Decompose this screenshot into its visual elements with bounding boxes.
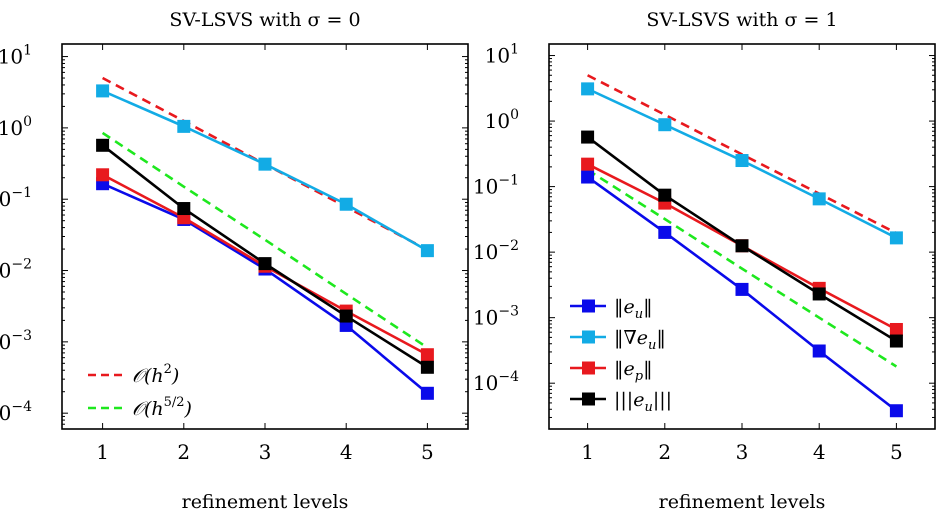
series-6-point-3 <box>735 239 749 253</box>
legend-label-3: ‖ep‖ <box>614 358 653 384</box>
series-6-point-1 <box>581 130 595 144</box>
series-4-point-3 <box>258 157 272 171</box>
series-6-point-3 <box>258 257 272 271</box>
series-5-point-5 <box>420 348 434 362</box>
chart-1: SV-LSVS with σ = 0 1 2 3 4 5 101 100 10−1 10−2 10−… <box>0 9 469 513</box>
series-4-point-1 <box>96 84 110 98</box>
series-4-point-2 <box>658 118 672 132</box>
legend-label-1: 𝒪(h2) <box>132 362 179 387</box>
y-tick-label: 10−1 <box>0 185 32 211</box>
legend-marker-2 <box>582 330 595 344</box>
series-4-point-3 <box>735 154 749 168</box>
plot-frame <box>61 43 469 430</box>
x-tick-label: 1 <box>96 440 109 464</box>
y-tick-label: 100 <box>485 107 519 133</box>
series-6-point-4 <box>812 287 826 301</box>
series-6-point-2 <box>177 202 191 216</box>
series-3-point-1 <box>581 170 595 184</box>
series-4-point-5 <box>420 244 434 258</box>
y-tick-label: 10−3 <box>0 328 32 354</box>
series-line-2 <box>101 131 429 349</box>
x-axis-label: refinement levels <box>659 491 826 513</box>
series-4-point-2 <box>177 119 191 133</box>
y-tick-label: 101 <box>0 43 32 69</box>
series-4-point-4 <box>812 192 826 206</box>
series-line-4 <box>102 89 429 252</box>
x-tick-label: 2 <box>177 440 190 464</box>
y-tick-label: 10−1 <box>473 173 519 199</box>
legend-label-2: 𝒪(h5/2) <box>132 395 192 420</box>
chart-2: SV-LSVS with σ = 1 1 2 3 4 5 101 100 10−1 10−2 10−… <box>473 9 936 513</box>
series-4-point-1 <box>581 82 595 96</box>
legend-label-1: ‖eu‖ <box>614 296 653 322</box>
legend-label-2: ‖∇eu‖ <box>614 327 666 353</box>
y-tick-label: 10−2 <box>473 238 519 264</box>
series-3-point-3 <box>735 282 749 296</box>
series-6-point-5 <box>889 334 903 348</box>
chart-title: SV-LSVS with σ = 1 <box>646 9 837 31</box>
x-tick-label: 3 <box>736 440 749 464</box>
series-4-point-5 <box>889 231 903 245</box>
y-tick-label: 10−3 <box>473 304 519 330</box>
x-tick-label: 4 <box>340 440 353 464</box>
x-tick-label: 3 <box>259 440 272 464</box>
y-tick-label: 100 <box>0 114 32 140</box>
series-line-2 <box>586 168 898 368</box>
series-line-3 <box>102 182 429 395</box>
series-6-point-4 <box>339 309 353 323</box>
series-5-point-1 <box>581 157 595 171</box>
legend-marker-3 <box>582 361 595 375</box>
x-tick-label: 5 <box>421 440 434 464</box>
x-tick-label: 4 <box>813 440 826 464</box>
x-tick-label: 2 <box>658 440 671 464</box>
x-tick-label: 1 <box>581 440 594 464</box>
series-3-point-2 <box>658 225 672 239</box>
y-tick-label: 10−4 <box>0 399 32 425</box>
legend: 𝒪(h2) 𝒪(h5/2) <box>88 362 192 420</box>
series-5-point-5 <box>889 322 903 336</box>
series-4-point-4 <box>339 197 353 211</box>
plot-frame <box>548 43 936 430</box>
series-3-point-5 <box>889 404 903 418</box>
legend: ‖eu‖ ‖∇eu‖ ‖ep‖ |||eu||| <box>570 296 672 415</box>
series-3-point-5 <box>420 386 434 400</box>
legend-label-4: |||eu||| <box>614 389 672 415</box>
x-tick-label: 5 <box>890 440 903 464</box>
y-tick-label: 10−4 <box>473 369 519 395</box>
series-6-point-5 <box>420 360 434 374</box>
legend-marker-4 <box>582 392 595 406</box>
chart-title: SV-LSVS with σ = 0 <box>169 9 360 31</box>
series-3-point-4 <box>812 344 826 358</box>
y-tick-label: 10−2 <box>0 257 32 283</box>
series-5-point-1 <box>96 168 110 182</box>
series-6-point-2 <box>658 188 672 202</box>
series-line-6 <box>101 144 429 369</box>
legend-marker-1 <box>582 299 595 313</box>
series-6-point-1 <box>96 138 110 152</box>
y-tick-label: 101 <box>485 42 519 68</box>
x-axis-label: refinement levels <box>182 491 349 513</box>
